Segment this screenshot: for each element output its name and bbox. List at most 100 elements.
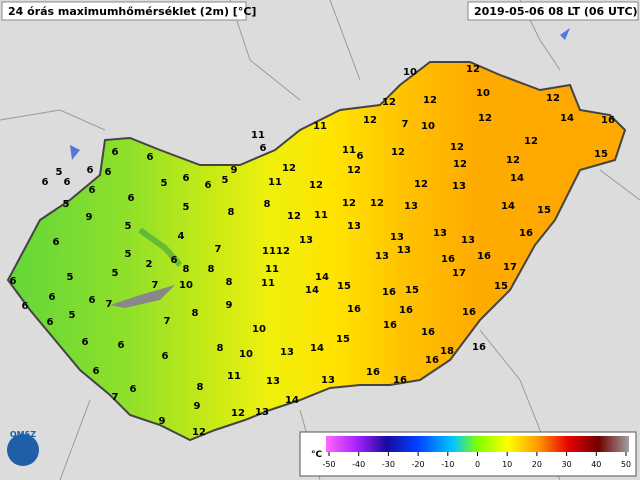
station-value: 8 <box>264 199 271 210</box>
station-value: 12 <box>414 179 428 190</box>
station-value: 6 <box>22 301 29 312</box>
station-value: 5 <box>63 199 70 210</box>
station-value: 11 <box>261 278 275 289</box>
station-value: 12 <box>382 97 396 108</box>
station-value: 5 <box>125 221 132 232</box>
station-value: 16 <box>601 115 615 126</box>
station-value: 6 <box>130 384 137 395</box>
legend-tick-label: -50 <box>322 460 335 469</box>
station-value: 17 <box>503 262 517 273</box>
station-value: 15 <box>494 281 508 292</box>
station-value: 11 <box>314 210 328 221</box>
station-value: 13 <box>375 251 389 262</box>
station-value: 14 <box>305 285 319 296</box>
logo-text: OMSZ <box>10 430 37 439</box>
bakony <box>138 227 183 267</box>
station-value: 5 <box>125 249 132 260</box>
station-value: 10 <box>252 324 266 335</box>
station-value: 16 <box>347 304 361 315</box>
station-value: 14 <box>285 395 299 406</box>
station-value: 15 <box>594 149 608 160</box>
legend-tick-label: 40 <box>591 460 601 469</box>
station-value: 12 <box>342 198 356 209</box>
station-value: 6 <box>105 167 112 178</box>
station-value: 16 <box>421 327 435 338</box>
title: 24 órás maximumhőmérséklet (2m) [°C] <box>8 5 256 18</box>
station-value: 4 <box>178 231 185 242</box>
station-value: 13 <box>299 235 313 246</box>
station-value: 11 <box>313 121 327 132</box>
station-value: 5 <box>161 178 168 189</box>
legend-tick-label: 50 <box>621 460 631 469</box>
hungary <box>6 61 627 442</box>
station-value: 10 <box>476 88 490 99</box>
station-value: 6 <box>82 337 89 348</box>
station-value: 7 <box>402 119 409 130</box>
station-value: 9 <box>194 401 201 412</box>
legend-tick-label: -10 <box>441 460 454 469</box>
station-value: 6 <box>93 366 100 377</box>
station-value: 7 <box>106 299 113 310</box>
station-value: 6 <box>205 180 212 191</box>
station-value: 9 <box>231 165 238 176</box>
station-value: 15 <box>337 281 351 292</box>
station-value: 8 <box>192 308 199 319</box>
station-value: 16 <box>441 254 455 265</box>
station-value: 15 <box>336 334 350 345</box>
station-value: 12 <box>453 159 467 170</box>
station-value: 15 <box>537 205 551 216</box>
title-box <box>1 1 247 21</box>
station-value: 5 <box>222 175 229 186</box>
station-value: 13 <box>347 221 361 232</box>
station-value: 13 <box>280 347 294 358</box>
station-value: 16 <box>366 367 380 378</box>
station-value: 14 <box>510 173 524 184</box>
station-value: 12 <box>546 93 560 104</box>
station-value: 12 <box>370 198 384 209</box>
station-value: 6 <box>89 185 96 196</box>
station-value: 12 <box>231 408 245 419</box>
station-value: 17 <box>452 268 466 279</box>
station-value: 6 <box>162 351 169 362</box>
station-value: 10 <box>403 67 417 78</box>
station-value: 5 <box>69 310 76 321</box>
station-value: 9 <box>159 416 166 427</box>
station-value: 6 <box>171 255 178 266</box>
station-value: 7 <box>112 392 119 403</box>
station-value: 12 <box>450 142 464 153</box>
time-box <box>467 1 639 21</box>
station-value: 13 <box>255 407 269 418</box>
station-value: 15 <box>405 285 419 296</box>
station-value: 11 <box>227 371 241 382</box>
legend-unit: °C <box>311 450 323 460</box>
station-value: 16 <box>399 305 413 316</box>
station-value: 11 <box>251 130 265 141</box>
legend-tick-label: 20 <box>532 460 542 469</box>
station-value: 16 <box>393 375 407 386</box>
legend-tick-label: 30 <box>562 460 572 469</box>
station-value: 14 <box>560 113 574 124</box>
station-value: 8 <box>183 264 190 275</box>
station-value: 16 <box>383 320 397 331</box>
station-value: 5 <box>67 272 74 283</box>
station-value: 8 <box>228 207 235 218</box>
station-value: 6 <box>49 292 56 303</box>
station-value: 6 <box>128 193 135 204</box>
station-value: 12 <box>276 246 290 257</box>
station-value: 9 <box>226 300 233 311</box>
station-value: 6 <box>10 276 17 287</box>
timestamp: 2019-05-06 08 LT (06 UTC) <box>474 5 638 18</box>
station-value: 12 <box>391 147 405 158</box>
station-value: 16 <box>425 355 439 366</box>
legend-tick-label: 0 <box>475 460 480 469</box>
station-value: 13 <box>452 181 466 192</box>
lake-balaton <box>110 285 175 308</box>
station-value: 5 <box>56 167 63 178</box>
station-value: 12 <box>423 95 437 106</box>
colorbar <box>326 436 629 452</box>
station-value: 13 <box>321 375 335 386</box>
station-value: 12 <box>363 115 377 126</box>
station-value: 10 <box>179 280 193 291</box>
station-value: 10 <box>239 349 253 360</box>
